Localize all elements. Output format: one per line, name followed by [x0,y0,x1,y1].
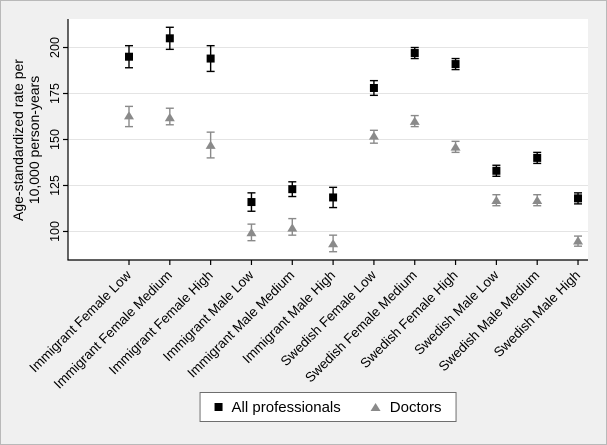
y-tick-label: 125 [48,175,62,196]
y-axis-title-line1: Age-standardized rate per [10,59,26,221]
square-marker-icon [214,403,223,411]
y-tick-label: 100 [48,221,62,242]
triangle-marker-icon [370,403,381,411]
y-tick-label: 200 [48,37,62,58]
marker-triangle [409,116,420,125]
marker-triangle [368,131,379,140]
marker-triangle [450,142,461,151]
marker-square [288,185,297,194]
marker-square [206,54,215,63]
marker-square [451,60,460,69]
marker-square [329,193,338,202]
marker-square [533,153,542,162]
legend-item-all-professionals: All professionals [214,398,341,416]
legend-label: All professionals [231,398,341,416]
marker-square [410,49,419,58]
marker-triangle [328,238,339,248]
marker-triangle [164,112,175,122]
marker-square [165,34,174,43]
legend: All professionals Doctors [199,392,457,422]
marker-square [247,198,256,207]
marker-triangle [287,223,298,232]
marker-triangle [205,140,216,149]
y-axis-title-line2: 10,000 person-years [26,75,42,205]
legend-item-doctors: Doctors [370,398,442,416]
marker-triangle [491,195,502,205]
marker-triangle [532,195,543,205]
marker-square [574,194,583,203]
marker-square [125,52,133,61]
marker-square [492,166,501,175]
marker-triangle [124,111,134,120]
marker-triangle [246,227,257,237]
y-axis-title: Age-standardized rate per 10,000 person-… [10,59,42,221]
y-tick-label: 150 [48,129,62,150]
marker-triangle [573,236,584,245]
legend-label: Doctors [389,398,442,416]
y-tick-label: 175 [48,83,62,104]
marker-square [369,83,378,92]
